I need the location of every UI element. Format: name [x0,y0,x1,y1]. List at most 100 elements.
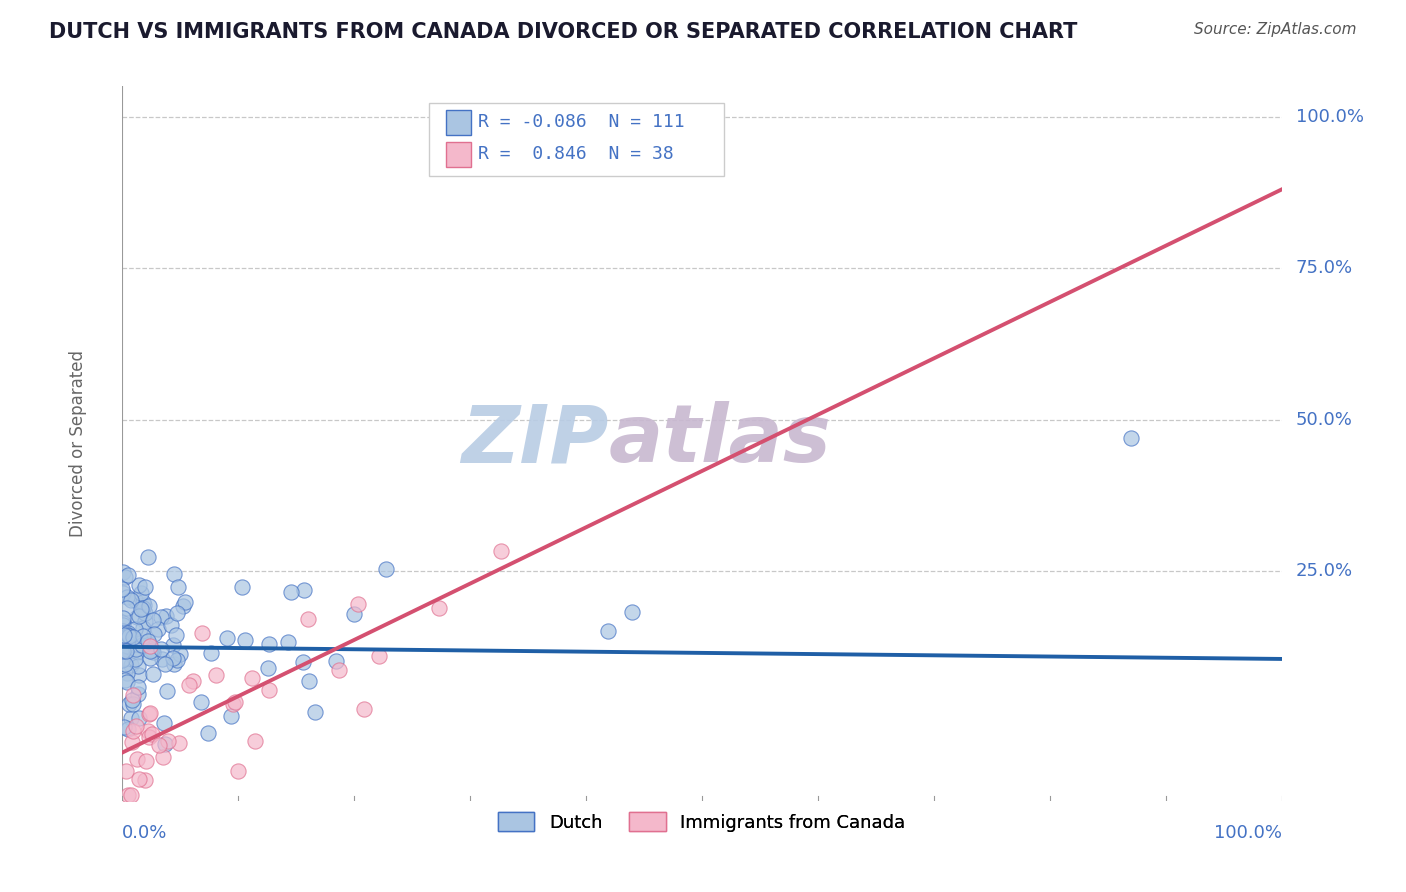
Point [233,633,256,648]
Point [155,657,177,672]
Point [117,590,139,604]
Point [120,710,142,724]
Point [115,764,138,778]
Point [598,624,620,638]
Point [190,695,212,709]
Point [191,625,214,640]
Point [489,543,512,558]
Point [128,772,150,786]
Point [139,651,162,665]
Point [152,750,174,764]
Point [136,633,159,648]
Text: 50.0%: 50.0% [1296,410,1353,429]
Point [162,651,184,665]
Point [131,586,153,600]
Point [112,615,135,630]
Point [219,709,242,723]
Point [131,638,153,652]
Text: Divorced or Separated: Divorced or Separated [69,351,87,537]
Text: 25.0%: 25.0% [1296,562,1353,580]
Point [200,646,222,660]
Point [125,609,148,624]
Point [141,643,163,657]
Point [231,580,253,594]
Point [297,612,319,626]
Point [111,653,134,667]
Point [120,592,142,607]
Point [118,629,141,643]
Point [162,638,184,652]
Point [114,673,136,687]
Point [127,658,149,673]
Point [114,640,136,655]
Point [125,641,148,656]
Point [117,568,139,582]
Point [141,645,163,659]
Point [112,586,135,600]
Point [156,683,179,698]
Point [173,595,195,609]
Text: 100.0%: 100.0% [1213,824,1282,842]
Point [134,772,156,787]
Point [120,789,142,803]
Point [131,601,153,615]
Point [134,580,156,594]
Point [127,680,149,694]
Point [139,643,162,657]
Point [155,608,177,623]
Point [138,707,160,722]
Point [125,645,148,659]
Point [221,697,243,711]
Point [167,736,190,750]
Point [121,735,143,749]
Point [139,706,162,721]
Point [162,567,184,582]
Point [167,580,190,594]
Point [114,657,136,671]
Point [149,642,172,657]
Point [240,671,263,685]
Point [114,570,136,584]
Text: 100.0%: 100.0% [1296,108,1364,126]
Point [134,598,156,612]
Point [375,562,398,576]
Point [115,644,138,658]
Point [347,597,370,611]
Point [111,644,134,658]
Point [115,601,138,615]
Text: 75.0%: 75.0% [1296,260,1353,277]
Point [132,629,155,643]
Point [298,674,321,689]
Point [112,720,135,734]
Point [177,678,200,692]
Point [117,628,139,642]
Point [328,663,350,677]
Point [128,667,150,681]
Point [127,687,149,701]
Point [172,599,194,613]
Point [112,628,135,642]
Text: R =  0.846  N = 38: R = 0.846 N = 38 [478,145,673,163]
Point [111,582,134,596]
Point [155,737,177,751]
Point [163,657,186,672]
Point [292,583,315,598]
Point [166,653,188,667]
Point [115,675,138,690]
Point [134,606,156,620]
Point [291,655,314,669]
Point [149,610,172,624]
Point [166,606,188,620]
Point [124,592,146,607]
Point [136,724,159,739]
Point [136,550,159,565]
Point [117,625,139,640]
Point [132,594,155,608]
Point [257,637,280,651]
Point [142,626,165,640]
Point [215,632,238,646]
Point [124,652,146,666]
Point [280,584,302,599]
Point [245,733,267,747]
Point [141,727,163,741]
